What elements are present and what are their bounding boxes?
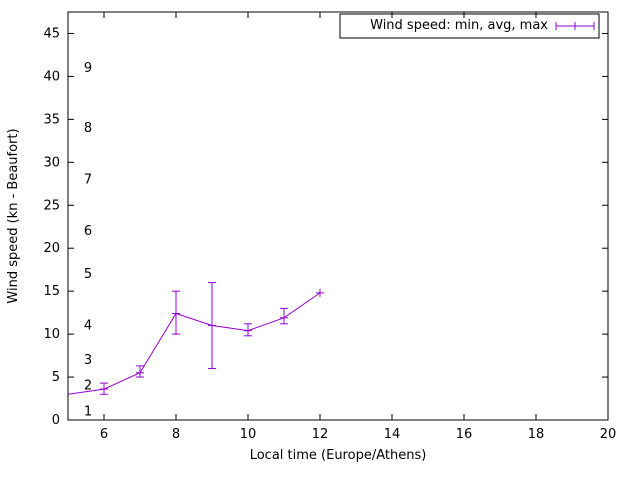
beaufort-label: 3 [84,353,92,368]
beaufort-label: 4 [84,319,92,334]
plot-border [67,11,609,421]
beaufort-label: 6 [84,224,92,239]
y-tick-label: 40 [43,69,60,84]
y-tick-label: 5 [52,370,60,385]
beaufort-label: 5 [84,267,92,282]
legend-box [339,13,600,39]
beaufort-label: 8 [84,121,92,136]
beaufort-label: 1 [84,404,92,419]
series-line [67,292,321,395]
x-tick-label: 20 [600,427,617,442]
beaufort-label: 9 [84,61,92,76]
beaufort-label: 7 [84,172,92,187]
x-tick-label: 6 [100,427,108,442]
y-tick-label: 0 [52,413,60,428]
x-axis-title: Local time (Europe/Athens) [249,448,427,463]
y-axis-title: Wind speed (kn - Beaufort) [6,128,21,304]
x-tick-label: 12 [312,427,329,442]
y-tick-label: 45 [43,26,60,41]
x-tick-label: 16 [456,427,473,442]
y-tick-label: 20 [43,241,60,256]
x-tick-label: 18 [528,427,545,442]
y-tick-label: 15 [43,284,60,299]
y-tick-label: 25 [43,198,60,213]
y-tick-label: 10 [43,327,60,342]
y-tick-label: 35 [43,112,60,127]
x-tick-label: 14 [384,427,401,442]
legend-label: Wind speed: min, avg, max [370,18,548,33]
y-tick-label: 30 [43,155,60,170]
x-tick-label: 10 [240,427,257,442]
x-tick-label: 8 [172,427,180,442]
beaufort-label: 2 [84,379,92,394]
